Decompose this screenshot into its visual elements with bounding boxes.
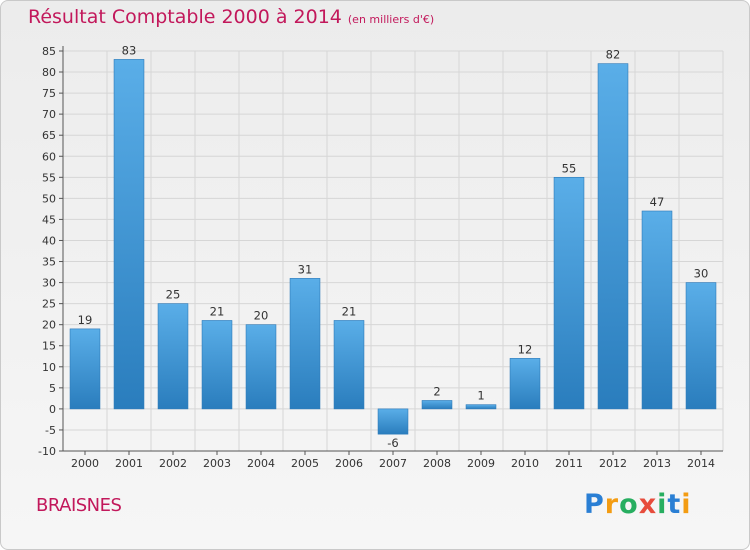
- logo-letter: i: [657, 489, 668, 520]
- bar: [421, 400, 453, 410]
- value-label: 12: [518, 342, 533, 356]
- y-tick-label: 50: [42, 192, 56, 205]
- bar: [509, 358, 541, 410]
- y-tick-label: 15: [42, 340, 56, 353]
- y-tick-label: 20: [42, 319, 56, 332]
- value-label: 83: [122, 43, 137, 57]
- bar: [597, 63, 629, 410]
- x-tick-label: 2011: [555, 457, 583, 470]
- title-text: Résultat Comptable 2000 à 2014: [28, 6, 342, 28]
- y-tick-label: 80: [42, 66, 56, 79]
- logo-letter: P: [584, 489, 605, 520]
- bar: [685, 282, 717, 410]
- commune-name: BRAISNES: [36, 495, 122, 516]
- x-tick-label: 2003: [203, 457, 231, 470]
- value-label: 21: [342, 304, 357, 318]
- bar: [157, 303, 189, 410]
- bar: [245, 324, 277, 410]
- axes: [59, 46, 723, 455]
- x-tick-label: 2004: [247, 457, 275, 470]
- bar: [201, 320, 233, 410]
- x-tick-label: 2002: [159, 457, 187, 470]
- bar: [553, 177, 585, 410]
- x-tick-label: 2005: [291, 457, 319, 470]
- y-tick-label: -10: [38, 445, 56, 458]
- y-tick-label: 85: [42, 45, 56, 58]
- y-tick-label: 35: [42, 256, 56, 269]
- value-label: 21: [210, 304, 225, 318]
- logo-letter: i: [681, 489, 692, 520]
- x-tick-label: 2013: [643, 457, 671, 470]
- value-label: 19: [78, 313, 93, 327]
- bar: [69, 328, 101, 410]
- x-tick-labels: 2000 2001 2002 2003 2004 2005 2006 2007 2008 2009…: [71, 457, 715, 470]
- bar: [113, 59, 145, 410]
- x-tick-label: 2006: [335, 457, 363, 470]
- y-tick-label: 55: [42, 171, 56, 184]
- title-unit: (en milliers d'€): [347, 13, 435, 26]
- y-tick-label: -5: [45, 424, 56, 437]
- x-tick-label: 2012: [599, 457, 627, 470]
- y-tick-label: 75: [42, 87, 56, 100]
- value-label: 1: [477, 389, 484, 403]
- y-tick-label: 30: [42, 277, 56, 290]
- y-tick-label: 10: [42, 361, 56, 374]
- value-label: 31: [298, 262, 313, 276]
- logo-letter: o: [619, 489, 639, 520]
- value-label: 20: [254, 309, 269, 323]
- proxiti-logo: Proxiti: [584, 489, 692, 520]
- logo-letter: x: [638, 489, 658, 520]
- value-label: 30: [694, 267, 709, 281]
- value-label: 25: [166, 288, 181, 302]
- y-tick-label: 0: [49, 403, 56, 416]
- x-tick-label: 2008: [423, 457, 451, 470]
- bar: [289, 278, 321, 410]
- bar: [333, 320, 365, 410]
- y-tick-label: 5: [49, 382, 56, 395]
- x-tick-label: 2009: [467, 457, 495, 470]
- y-tick-label: 45: [42, 213, 56, 226]
- value-label: 2: [433, 384, 440, 398]
- x-tick-label: 2007: [379, 457, 407, 470]
- y-tick-label: 65: [42, 129, 56, 142]
- chart-title: Résultat Comptable 2000 à 2014 (en millie…: [28, 6, 434, 28]
- x-tick-label: 2010: [511, 457, 539, 470]
- y-tick-label: 40: [42, 234, 56, 247]
- bars: [69, 59, 717, 435]
- bar: [377, 408, 409, 435]
- value-label: 82: [606, 48, 621, 62]
- bar: [641, 210, 673, 410]
- value-label: -6: [387, 436, 398, 450]
- y-tick-label: 25: [42, 298, 56, 311]
- value-label: 47: [650, 195, 665, 209]
- y-tick-label: 70: [42, 108, 56, 121]
- logo-letter: r: [604, 489, 620, 520]
- x-tick-label: 2001: [115, 457, 143, 470]
- value-label: 55: [562, 161, 577, 175]
- y-tick-label: 60: [42, 150, 56, 163]
- bar: [465, 404, 497, 410]
- x-tick-label: 2014: [687, 457, 715, 470]
- x-tick-label: 2000: [71, 457, 99, 470]
- logo-letter: t: [667, 489, 682, 520]
